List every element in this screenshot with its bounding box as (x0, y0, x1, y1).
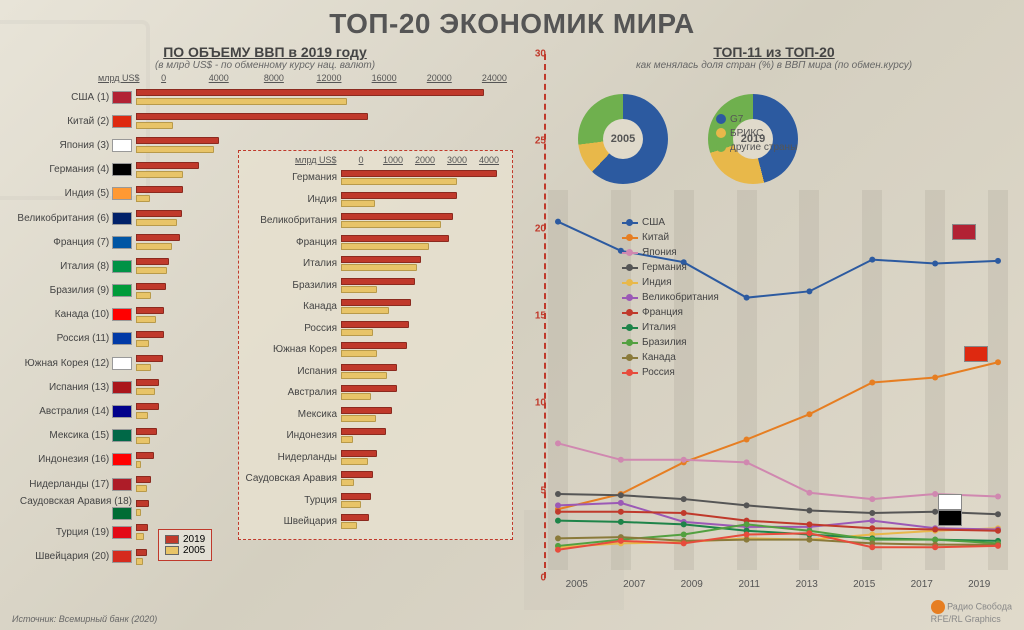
flag-marker (964, 346, 988, 362)
inset-chart: млрд US$ 01000200030004000 ГерманияИндия… (238, 150, 513, 540)
right-subtitle: как менялась доля стран (%) в ВВП мира (… (534, 60, 1014, 71)
right-title: ТОП-11 из ТОП-20 (534, 44, 1014, 60)
bar-row: Швейцария (20) (8, 545, 522, 569)
donut-legend: G7БРИКСдругие страны (716, 112, 797, 154)
source-text: Источник: Всемирный банк (2020) (12, 614, 157, 624)
credit-text: Радио Свобода RFE/RL Graphics (931, 600, 1012, 624)
line-chart: 20052007200920112013201520172019 (548, 190, 1008, 590)
left-subtitle: (в млрд US$ - по обменному курсу нац. ва… (8, 60, 522, 71)
flag-marker (952, 224, 976, 240)
left-title: ПО ОБЪЕМУ ВВП в 2019 году (8, 44, 522, 60)
flag-marker (938, 510, 962, 526)
flag-marker (938, 494, 962, 510)
bar-row: Китай (2) (8, 109, 522, 133)
rferl-logo-icon (931, 600, 945, 614)
main-title: ТОП-20 ЭКОНОМИК МИРА (0, 0, 1024, 40)
bar-row: США (1) (8, 85, 522, 109)
axis-unit: млрд US$ (98, 73, 140, 83)
line-legend: СШАКитайЯпонияГерманияИндияВеликобритани… (622, 215, 719, 380)
y-axis: 051015202530 (520, 54, 546, 578)
bar-legend: 2019 2005 (158, 529, 212, 561)
